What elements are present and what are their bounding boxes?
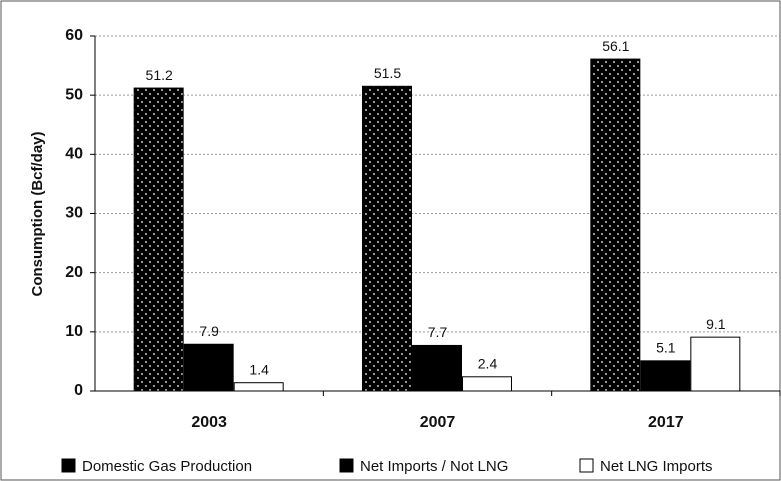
legend-label: Domestic Gas Production (82, 458, 252, 475)
value-label: 51.5 (374, 65, 401, 81)
x-tick-label: 2017 (648, 414, 684, 431)
value-label: 9.1 (706, 316, 726, 332)
value-label: 56.1 (602, 38, 629, 54)
x-tick-label: 2007 (420, 414, 456, 431)
y-axis-label: Consumption (Bcf/day) (29, 132, 46, 297)
y-tick-label: 30 (65, 205, 83, 222)
legend-swatch (579, 458, 594, 473)
value-label: 1.4 (249, 361, 269, 377)
value-label: 2.4 (478, 356, 498, 372)
y-tick-label: 10 (65, 323, 83, 340)
legend-swatch (61, 458, 76, 473)
y-tick-label: 0 (74, 382, 83, 399)
value-label: 7.9 (199, 323, 219, 339)
value-label: 5.1 (656, 340, 676, 356)
legend-label: Net Imports / Not LNG (360, 458, 508, 475)
legend-label: Net LNG Imports (600, 458, 713, 475)
bar (590, 58, 641, 392)
y-tick-label: 50 (65, 86, 83, 103)
bar (462, 376, 512, 392)
bar (183, 343, 234, 392)
y-tick-label: 20 (65, 264, 83, 281)
bar (640, 360, 691, 392)
value-label: 7.7 (428, 324, 448, 340)
bar (690, 336, 741, 392)
y-tick-label: 40 (65, 146, 83, 163)
y-tick-label: 60 (65, 27, 83, 44)
legend-swatch (339, 458, 354, 473)
value-label: 51.2 (146, 67, 173, 83)
bar (412, 344, 462, 392)
bar (233, 382, 284, 392)
bar (362, 85, 412, 392)
bar (133, 87, 184, 392)
x-tick-label: 2003 (191, 414, 227, 431)
